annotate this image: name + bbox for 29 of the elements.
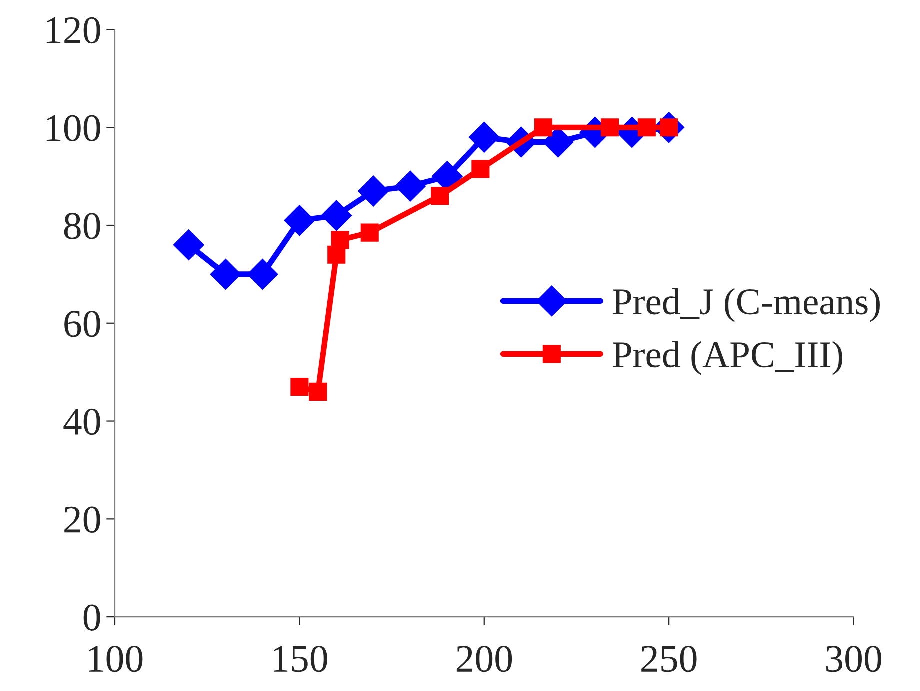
point [331, 231, 350, 250]
point [284, 205, 316, 236]
point [638, 118, 656, 137]
point [358, 176, 389, 207]
point [321, 200, 352, 232]
point [431, 187, 450, 206]
point [472, 160, 490, 178]
x-tick-label: 300 [826, 646, 882, 672]
point [534, 118, 553, 137]
legend-label: Pred (APC_III) [612, 341, 843, 376]
y-tick-label: 80 [64, 213, 100, 240]
y-tick-label: 20 [64, 506, 100, 534]
x-tick-label: 250 [642, 646, 697, 672]
point [395, 170, 426, 202]
point [360, 224, 379, 242]
y-tick-label: 60 [64, 311, 100, 338]
y-tick-label: 0 [84, 604, 100, 631]
x-tick-label: 200 [456, 646, 512, 672]
y-tick-label: 40 [64, 408, 100, 436]
y-tick-label: 120 [46, 17, 100, 44]
point [468, 122, 500, 153]
point [309, 382, 328, 401]
legend-label: Pred_J (C-means) [612, 288, 880, 322]
point [290, 378, 309, 396]
y-tick-label: 100 [46, 115, 100, 142]
x-tick-label: 150 [274, 646, 328, 672]
point [173, 230, 204, 260]
point [600, 118, 619, 137]
x-tick-label: 100 [89, 646, 143, 672]
